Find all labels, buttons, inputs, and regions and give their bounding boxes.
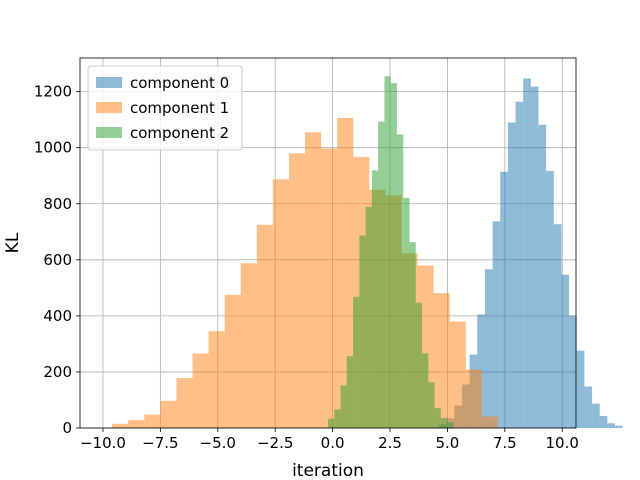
x-tick-label: −7.5	[142, 434, 178, 452]
histogram-bar-series-1	[192, 353, 209, 428]
histogram-bar-series-2	[390, 83, 397, 429]
histogram-bar-series-1	[144, 414, 161, 428]
histogram-bar-series-0	[615, 425, 623, 428]
histogram-bar-series-0	[607, 423, 616, 428]
y-axis-title: KL	[3, 232, 23, 253]
histogram-bar-series-1	[337, 117, 354, 428]
legend-label: component 1	[130, 99, 229, 117]
histogram-bar-series-2	[440, 417, 448, 428]
histogram-bars	[96, 76, 623, 429]
legend-label: component 0	[130, 74, 229, 92]
legend-swatch	[96, 102, 122, 113]
histogram-bar-series-1	[176, 378, 193, 428]
histogram-bar-series-0	[553, 224, 562, 428]
histogram-bar-series-1	[449, 321, 466, 428]
y-tick-label: 400	[43, 307, 72, 325]
histogram-bar-series-2	[346, 356, 354, 428]
histogram-bar-series-2	[415, 302, 423, 428]
histogram-bar-series-1	[321, 148, 338, 428]
histogram-bar-series-1	[112, 423, 129, 428]
y-tick-label: 200	[43, 363, 72, 381]
x-tick-label: −5.0	[200, 434, 236, 452]
histogram-bar-series-1	[272, 179, 289, 428]
histogram-bar-series-2	[353, 296, 360, 428]
histogram-bar-series-1	[481, 416, 498, 428]
x-tick-label: 10.0	[546, 434, 579, 452]
y-tick-label: 0	[62, 419, 72, 437]
histogram-bar-series-1	[160, 400, 177, 428]
histogram-bar-series-2	[365, 206, 372, 428]
x-tick-label: 2.5	[378, 434, 402, 452]
histogram-bar-series-0	[492, 221, 501, 428]
plot-frame	[79, 57, 577, 429]
histogram-bar-series-0	[576, 350, 585, 428]
histogram-bar-series-1	[208, 331, 225, 428]
histogram-bar-series-1	[288, 153, 306, 428]
legend-swatch	[96, 77, 122, 88]
histogram-bar-series-1	[256, 224, 273, 428]
histogram-bar-series-2	[334, 409, 341, 428]
y-tick-label: 800	[43, 195, 72, 213]
histogram-bar-series-0	[546, 170, 554, 428]
histogram-bar-series-0	[561, 274, 570, 428]
histogram-bar-series-0	[592, 403, 600, 428]
x-tick-label: −2.5	[257, 434, 293, 452]
histogram-bar-series-0	[530, 86, 539, 428]
y-tick-label: 600	[43, 251, 72, 269]
histogram-bar-series-0	[515, 101, 524, 429]
histogram-bar-series-2	[428, 382, 435, 428]
x-tick-label: −10.0	[80, 434, 126, 452]
x-axis-title: iteration	[292, 461, 364, 480]
x-tick-label: 0.0	[321, 434, 345, 452]
histogram-bar-series-2	[403, 197, 410, 428]
y-tick-label: 1200	[34, 83, 72, 101]
histogram-bar-series-0	[500, 171, 508, 428]
histogram-bar-series-2	[384, 76, 391, 428]
histogram-bar-series-1	[240, 263, 257, 428]
legend-swatch	[96, 127, 122, 138]
histogram-bar-series-2	[409, 242, 416, 428]
histogram-bar-series-1	[433, 293, 450, 428]
histogram-bar-series-0	[569, 315, 577, 428]
histogram-bar-series-1	[224, 294, 241, 428]
histogram-bar-series-2	[378, 121, 385, 428]
histogram-bar-series-0	[507, 122, 516, 428]
histogram-bar-series-0	[523, 78, 531, 428]
histogram-bar-series-2	[422, 353, 429, 428]
histogram-bar-series-1	[305, 132, 322, 428]
histogram-bar-series-1	[128, 420, 145, 428]
histogram-bar-series-0	[538, 124, 547, 428]
histogram-bar-series-1	[465, 369, 482, 428]
x-tick-label: 7.5	[493, 434, 517, 452]
histogram-bar-series-0	[599, 415, 608, 428]
histogram-bar-series-0	[484, 269, 493, 428]
legend: component 0 component 1 component 2	[87, 65, 243, 151]
histogram-bar-series-2	[328, 418, 335, 428]
axis-ticks: −10.0 −7.5 −5.0 −2.5 0.0 2.5 5.0 7.5 10.0 0 200 400…	[34, 83, 579, 452]
x-tick-label: 5.0	[435, 434, 459, 452]
y-tick-label: 1000	[34, 139, 72, 157]
histogram-bar-series-0	[584, 386, 593, 428]
histogram-bar-series-2	[434, 408, 441, 428]
legend-box	[87, 65, 243, 151]
histogram-bar-series-2	[371, 170, 379, 428]
histogram-bar-series-2	[447, 422, 454, 428]
histogram-bar-series-2	[340, 385, 347, 428]
histogram-bar-series-2	[396, 134, 404, 429]
legend-label: component 2	[130, 124, 229, 142]
histogram-bar-series-2	[359, 235, 366, 428]
